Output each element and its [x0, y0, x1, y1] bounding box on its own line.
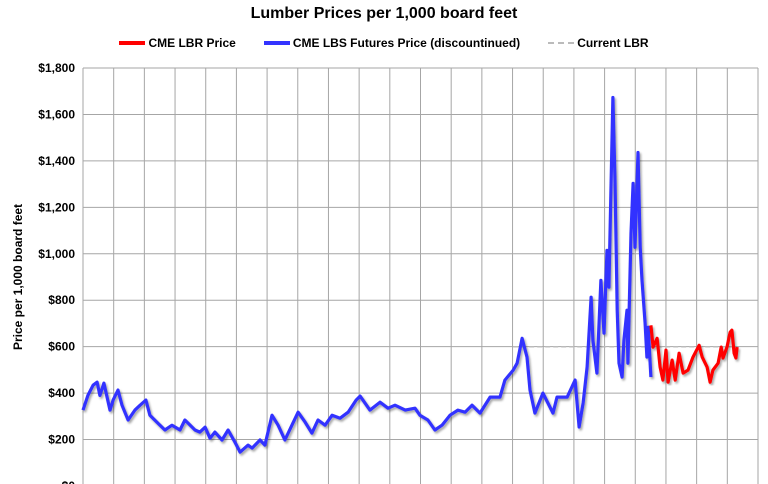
y-tick-label: $0	[62, 479, 76, 484]
series-line-cme-lbs-futures-price-discountinued-	[81, 95, 653, 454]
legend-item-lbs: CME LBS Futures Price (discountinued)	[263, 36, 521, 50]
legend-swatch-blue	[263, 41, 290, 45]
legend-swatch-red	[119, 41, 146, 45]
legend: CME LBR Price CME LBS Futures Price (dis…	[0, 36, 768, 50]
y-tick-label: $200	[48, 433, 75, 447]
legend-swatch-dashed	[548, 42, 575, 44]
y-tick-label: $1,200	[38, 200, 75, 214]
legend-item-current: Current LBR	[548, 36, 649, 50]
y-tick-label: $400	[48, 386, 75, 400]
y-tick-label: $1,800	[38, 61, 75, 75]
series-line-cme-lbr-price	[649, 325, 739, 384]
y-tick-label: $1,000	[38, 247, 75, 261]
y-tick-label: $1,400	[38, 154, 75, 168]
y-tick-label: $600	[48, 340, 75, 354]
legend-label: CME LBS Futures Price (discountinued)	[292, 36, 521, 50]
y-tick-label: $1,600	[38, 107, 75, 121]
y-tick-label: $800	[48, 293, 75, 307]
legend-label: Current LBR	[577, 36, 649, 50]
y-axis-label: Price per 1,000 board feet	[11, 204, 25, 350]
legend-label: CME LBR Price	[148, 36, 236, 50]
chart-title: Lumber Prices per 1,000 board feet	[250, 5, 518, 22]
legend-item-lbr: CME LBR Price	[119, 36, 236, 50]
